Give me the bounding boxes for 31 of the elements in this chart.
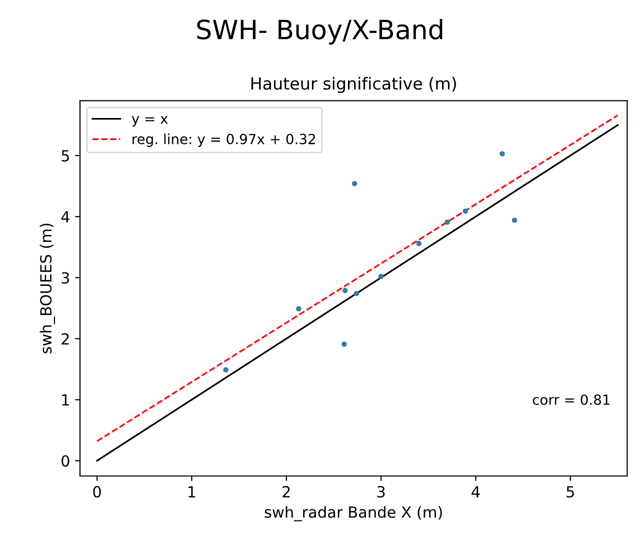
- y-tick-label: 3: [62, 272, 70, 284]
- point: [354, 290, 360, 296]
- point: [444, 219, 450, 225]
- point: [296, 306, 302, 312]
- legend-label: reg. line: y = 0.97x + 0.32: [132, 134, 315, 147]
- x-tick-label: 5: [566, 486, 574, 498]
- x-tick-label: 2: [282, 486, 290, 498]
- legend-label: y = x: [132, 116, 168, 127]
- point: [352, 180, 358, 186]
- y-tick-label: 4: [61, 211, 70, 222]
- point: [341, 342, 347, 347]
- x-axis-title: swh_radar Bande X (m): [264, 506, 442, 522]
- point: [416, 240, 422, 246]
- y-axis-title: swh_BOUEES (m): [40, 224, 55, 354]
- y-tick-label: 2: [62, 333, 69, 344]
- x-tick-label: 4: [472, 486, 480, 498]
- point: [342, 288, 348, 294]
- y-tick-label: 5: [62, 150, 69, 162]
- annotation: corr = 0.81: [532, 394, 610, 405]
- point: [512, 218, 518, 223]
- x-tick-label: 3: [377, 486, 385, 498]
- point: [223, 367, 228, 372]
- point: [462, 208, 468, 214]
- y-tick-label: 1: [62, 394, 69, 406]
- x-tick-label: 0: [93, 486, 101, 498]
- point: [378, 274, 384, 280]
- chart-subtitle: Hauteur significative (m): [251, 76, 456, 93]
- x-tick-label: 1: [188, 486, 196, 498]
- y-tick-label: 0: [62, 455, 70, 467]
- chart-title: SWH- Buoy/X-Band: [197, 19, 442, 45]
- point: [500, 151, 505, 156]
